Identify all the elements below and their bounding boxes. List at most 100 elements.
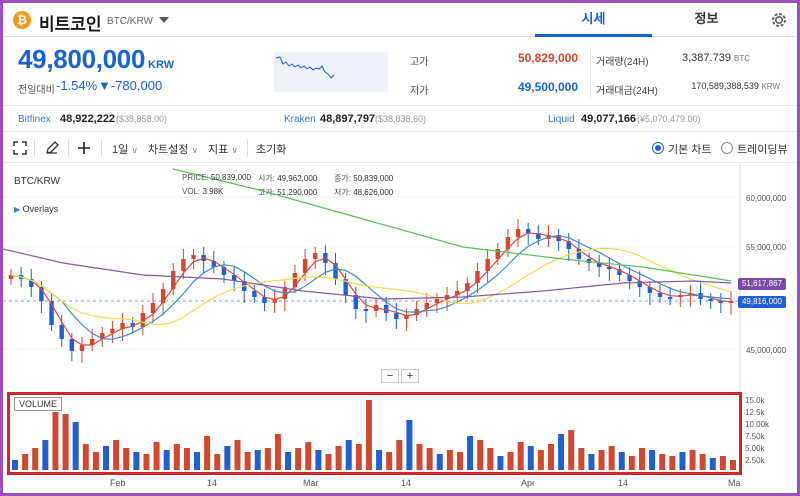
zoom-in-button[interactable]: + <box>401 369 419 383</box>
basic-chart-label[interactable]: 기본 차트 <box>668 144 712 156</box>
chart-settings-menu[interactable]: 차트설정 ∨ <box>148 141 198 157</box>
interval-select[interactable]: 1일 ∨ <box>112 141 138 157</box>
candle-body <box>39 287 44 301</box>
volume-bar <box>679 452 686 470</box>
volume-bar <box>52 412 59 470</box>
candle-body <box>536 233 541 239</box>
volume-bar <box>628 456 635 470</box>
pencil-icon[interactable] <box>44 140 60 156</box>
volume-bar <box>325 454 332 470</box>
candle-body <box>434 299 440 303</box>
indicators-label: 지표 <box>208 144 229 156</box>
amount-unit: KRW <box>761 82 780 91</box>
basic-chart-radio[interactable] <box>652 142 664 154</box>
volume-bar <box>618 452 625 470</box>
volume-bar <box>315 450 322 470</box>
chevron-down-icon[interactable] <box>159 17 169 23</box>
chevron-down-icon: ∨ <box>231 145 238 155</box>
volume-unit: BTC <box>734 54 750 63</box>
ohlc-low-value: 48,626,000 <box>353 188 394 197</box>
ohlc-close: 종가: 50,839,000 <box>334 173 393 184</box>
crosshair-icon[interactable] <box>76 140 92 156</box>
volume-bar <box>699 454 706 470</box>
indicators-menu[interactable]: 지표 ∨ <box>208 141 238 157</box>
fullscreen-icon[interactable] <box>12 140 28 156</box>
candle-body <box>708 299 713 301</box>
divider <box>3 131 797 132</box>
volume-bar <box>32 448 39 470</box>
exchange-liquid-jpy: (¥5,070,479.00) <box>637 114 701 124</box>
candle-body <box>130 323 135 327</box>
ma-price-label: 51,617,867 <box>738 278 786 290</box>
tradingview-label[interactable]: 트레이딩뷰 <box>737 144 788 156</box>
volume-bar <box>730 460 736 470</box>
coin-pair: BTC/KRW <box>107 16 153 27</box>
ohlc-high: 고가: 51,290,000 <box>258 187 317 198</box>
volume-bar <box>295 448 302 470</box>
volume-label: 거래량(24H) <box>596 57 649 68</box>
volume-bar <box>416 444 423 470</box>
candle-body <box>191 255 196 259</box>
overlays-label: Overlays <box>22 204 59 214</box>
price-chart[interactable] <box>3 163 797 493</box>
volume-bar <box>719 456 726 470</box>
volume-bar <box>578 448 585 470</box>
volume-bar <box>436 454 443 470</box>
exchange-bitfinex-value: 48,922,222 <box>60 113 116 125</box>
volume-bar <box>224 446 231 470</box>
triangle-right-icon: ▶ <box>14 205 21 214</box>
current-price: 49,800,000 <box>18 44 146 74</box>
volume-bar <box>568 430 575 470</box>
candle-body <box>120 323 125 329</box>
volume-bar <box>183 448 190 470</box>
candle-body <box>79 345 85 351</box>
zoom-out-button[interactable]: − <box>381 369 399 383</box>
volume-bar <box>254 450 261 470</box>
candle-body <box>29 279 34 287</box>
candle-body <box>363 309 369 311</box>
volume-bar <box>173 444 180 470</box>
candle-body <box>637 281 642 287</box>
gear-icon[interactable] <box>769 10 789 30</box>
volume-bar <box>82 444 89 470</box>
volume-number: 3,387.739 <box>682 52 731 64</box>
volume-title: VOLUME <box>14 397 63 411</box>
exchange-bitfinex-usd: ($38,858.00) <box>116 114 168 124</box>
x-tick-label: 14 <box>618 478 629 488</box>
ohlc-close-label: 종가: <box>334 174 351 183</box>
tab-info[interactable]: 정보 <box>694 11 719 26</box>
reset-button[interactable]: 초기화 <box>256 144 287 156</box>
price-unit: KRW <box>148 59 175 71</box>
volume-bar <box>386 452 393 470</box>
exchange-bitfinex-name: Bitfinex <box>18 114 51 125</box>
amount-number: 170,589,388,539 <box>691 81 759 91</box>
candle-body <box>59 325 64 339</box>
ohlc-close-value: 50,839,000 <box>353 174 394 183</box>
high-value: 50,829,000 <box>517 51 578 65</box>
change-amount: ▼-780,000 <box>98 78 163 93</box>
vol-tick-label: 7.50k <box>745 432 765 441</box>
candle-body <box>617 269 622 275</box>
ohlc-vol-label: VOL: <box>182 187 201 196</box>
ohlc-low-label: 저가: <box>334 188 351 197</box>
ohlc-high-label: 고가: <box>258 188 275 197</box>
overlays-toggle[interactable]: ▶ Overlays <box>14 204 58 214</box>
exchange-liquid-name: Liquid <box>548 114 575 125</box>
candle-body <box>333 263 338 279</box>
coin-name[interactable]: 비트코인 <box>39 15 102 34</box>
volume-bar <box>527 446 534 470</box>
ma-line-red <box>10 232 732 346</box>
volume-bar <box>133 452 140 470</box>
tab-price[interactable]: 시세 <box>535 3 652 37</box>
candle-body <box>221 267 227 275</box>
candle-body <box>211 261 217 267</box>
vol-tick-label: 12.5k <box>745 408 765 417</box>
stats-divider <box>590 47 591 99</box>
sparkline-chart <box>274 52 388 92</box>
ma-line-green <box>172 168 732 282</box>
candle-body <box>596 263 602 267</box>
volume-bar <box>163 450 170 470</box>
tradingview-radio[interactable] <box>721 142 733 154</box>
candle-body <box>424 303 429 309</box>
volume-bar <box>477 440 484 470</box>
